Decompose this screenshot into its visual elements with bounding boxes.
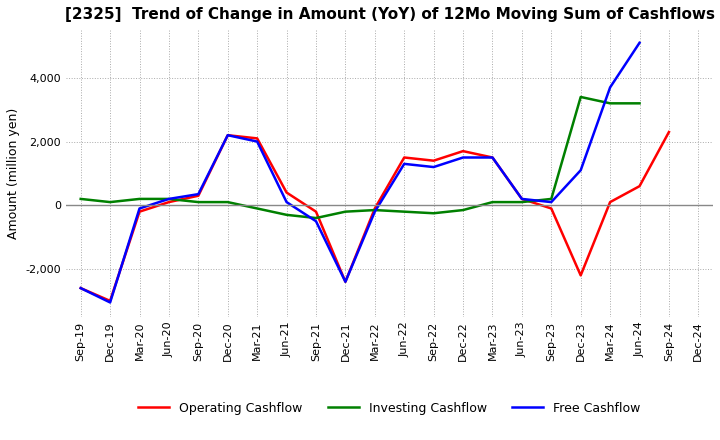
- Operating Cashflow: [459, 148, 467, 154]
- Free Cashflow: [312, 219, 320, 224]
- Free Cashflow: [606, 85, 614, 90]
- Investing Cashflow: [429, 211, 438, 216]
- Investing Cashflow: [194, 199, 202, 205]
- Line: Free Cashflow: Free Cashflow: [81, 43, 639, 302]
- Free Cashflow: [488, 155, 497, 160]
- Investing Cashflow: [547, 196, 556, 202]
- Operating Cashflow: [606, 199, 614, 205]
- Free Cashflow: [577, 168, 585, 173]
- Operating Cashflow: [400, 155, 408, 160]
- Free Cashflow: [135, 206, 144, 211]
- Free Cashflow: [253, 139, 261, 144]
- Legend: Operating Cashflow, Investing Cashflow, Free Cashflow: Operating Cashflow, Investing Cashflow, …: [133, 396, 646, 419]
- Investing Cashflow: [312, 216, 320, 221]
- Operating Cashflow: [371, 206, 379, 211]
- Free Cashflow: [459, 155, 467, 160]
- Free Cashflow: [547, 199, 556, 205]
- Operating Cashflow: [429, 158, 438, 163]
- Investing Cashflow: [606, 101, 614, 106]
- Operating Cashflow: [312, 209, 320, 214]
- Operating Cashflow: [635, 183, 644, 189]
- Free Cashflow: [76, 286, 85, 291]
- Operating Cashflow: [488, 155, 497, 160]
- Investing Cashflow: [341, 209, 350, 214]
- Investing Cashflow: [400, 209, 408, 214]
- Operating Cashflow: [135, 209, 144, 214]
- Free Cashflow: [223, 132, 232, 138]
- Free Cashflow: [282, 199, 291, 205]
- Operating Cashflow: [223, 132, 232, 138]
- Line: Operating Cashflow: Operating Cashflow: [81, 132, 669, 301]
- Free Cashflow: [429, 165, 438, 170]
- Title: [2325]  Trend of Change in Amount (YoY) of 12Mo Moving Sum of Cashflows: [2325] Trend of Change in Amount (YoY) o…: [65, 7, 714, 22]
- Free Cashflow: [400, 161, 408, 166]
- Operating Cashflow: [282, 190, 291, 195]
- Operating Cashflow: [106, 298, 114, 304]
- Free Cashflow: [635, 40, 644, 45]
- Free Cashflow: [106, 300, 114, 305]
- Free Cashflow: [518, 196, 526, 202]
- Investing Cashflow: [106, 199, 114, 205]
- Free Cashflow: [341, 279, 350, 284]
- Operating Cashflow: [341, 279, 350, 284]
- Free Cashflow: [371, 209, 379, 214]
- Free Cashflow: [194, 191, 202, 197]
- Investing Cashflow: [165, 196, 174, 202]
- Investing Cashflow: [223, 199, 232, 205]
- Investing Cashflow: [282, 212, 291, 217]
- Investing Cashflow: [488, 199, 497, 205]
- Y-axis label: Amount (million yen): Amount (million yen): [7, 108, 20, 239]
- Investing Cashflow: [577, 94, 585, 99]
- Investing Cashflow: [371, 207, 379, 213]
- Operating Cashflow: [577, 273, 585, 278]
- Investing Cashflow: [76, 196, 85, 202]
- Investing Cashflow: [135, 196, 144, 202]
- Operating Cashflow: [253, 136, 261, 141]
- Investing Cashflow: [459, 207, 467, 213]
- Investing Cashflow: [635, 101, 644, 106]
- Operating Cashflow: [165, 199, 174, 205]
- Operating Cashflow: [547, 206, 556, 211]
- Operating Cashflow: [518, 196, 526, 202]
- Operating Cashflow: [665, 129, 673, 135]
- Free Cashflow: [165, 196, 174, 202]
- Investing Cashflow: [253, 206, 261, 211]
- Operating Cashflow: [76, 286, 85, 291]
- Line: Investing Cashflow: Investing Cashflow: [81, 97, 639, 218]
- Investing Cashflow: [518, 199, 526, 205]
- Operating Cashflow: [194, 193, 202, 198]
